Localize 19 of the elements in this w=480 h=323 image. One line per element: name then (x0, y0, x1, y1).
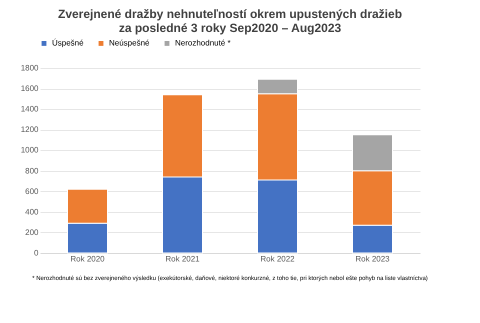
y-tick-label: 200 (25, 228, 40, 237)
legend-label: Neúspešné (109, 38, 150, 48)
legend-label: Úspešné (52, 38, 84, 48)
y-tick-label: 1600 (20, 84, 40, 94)
y-tick-label: 1800 (20, 64, 40, 72)
x-tick-label: Rok 2020 (70, 254, 106, 264)
y-tick-label: 0 (34, 248, 40, 258)
x-tick-label: Rok 2023 (355, 254, 390, 264)
y-tick-label: 600 (25, 186, 40, 196)
text: Zverejnené dražby nehnuteľností okrem upustených dražieb (58, 7, 402, 21)
text: za posledné 3 roky Sep2020 – Aug2023 (118, 21, 342, 35)
x-tick-label: Rok 2021 (165, 254, 200, 264)
legend-label: Nerozhodnuté * (175, 38, 231, 48)
y-tick-label: 1000 (20, 146, 40, 155)
y-tick-label: 1400 (20, 104, 40, 114)
y-tick-label: 400 (25, 207, 40, 216)
x-tick-label: Rok 2022 (260, 254, 296, 264)
y-tick-label: 1200 (20, 125, 40, 134)
y-tick-label: 800 (25, 166, 40, 176)
